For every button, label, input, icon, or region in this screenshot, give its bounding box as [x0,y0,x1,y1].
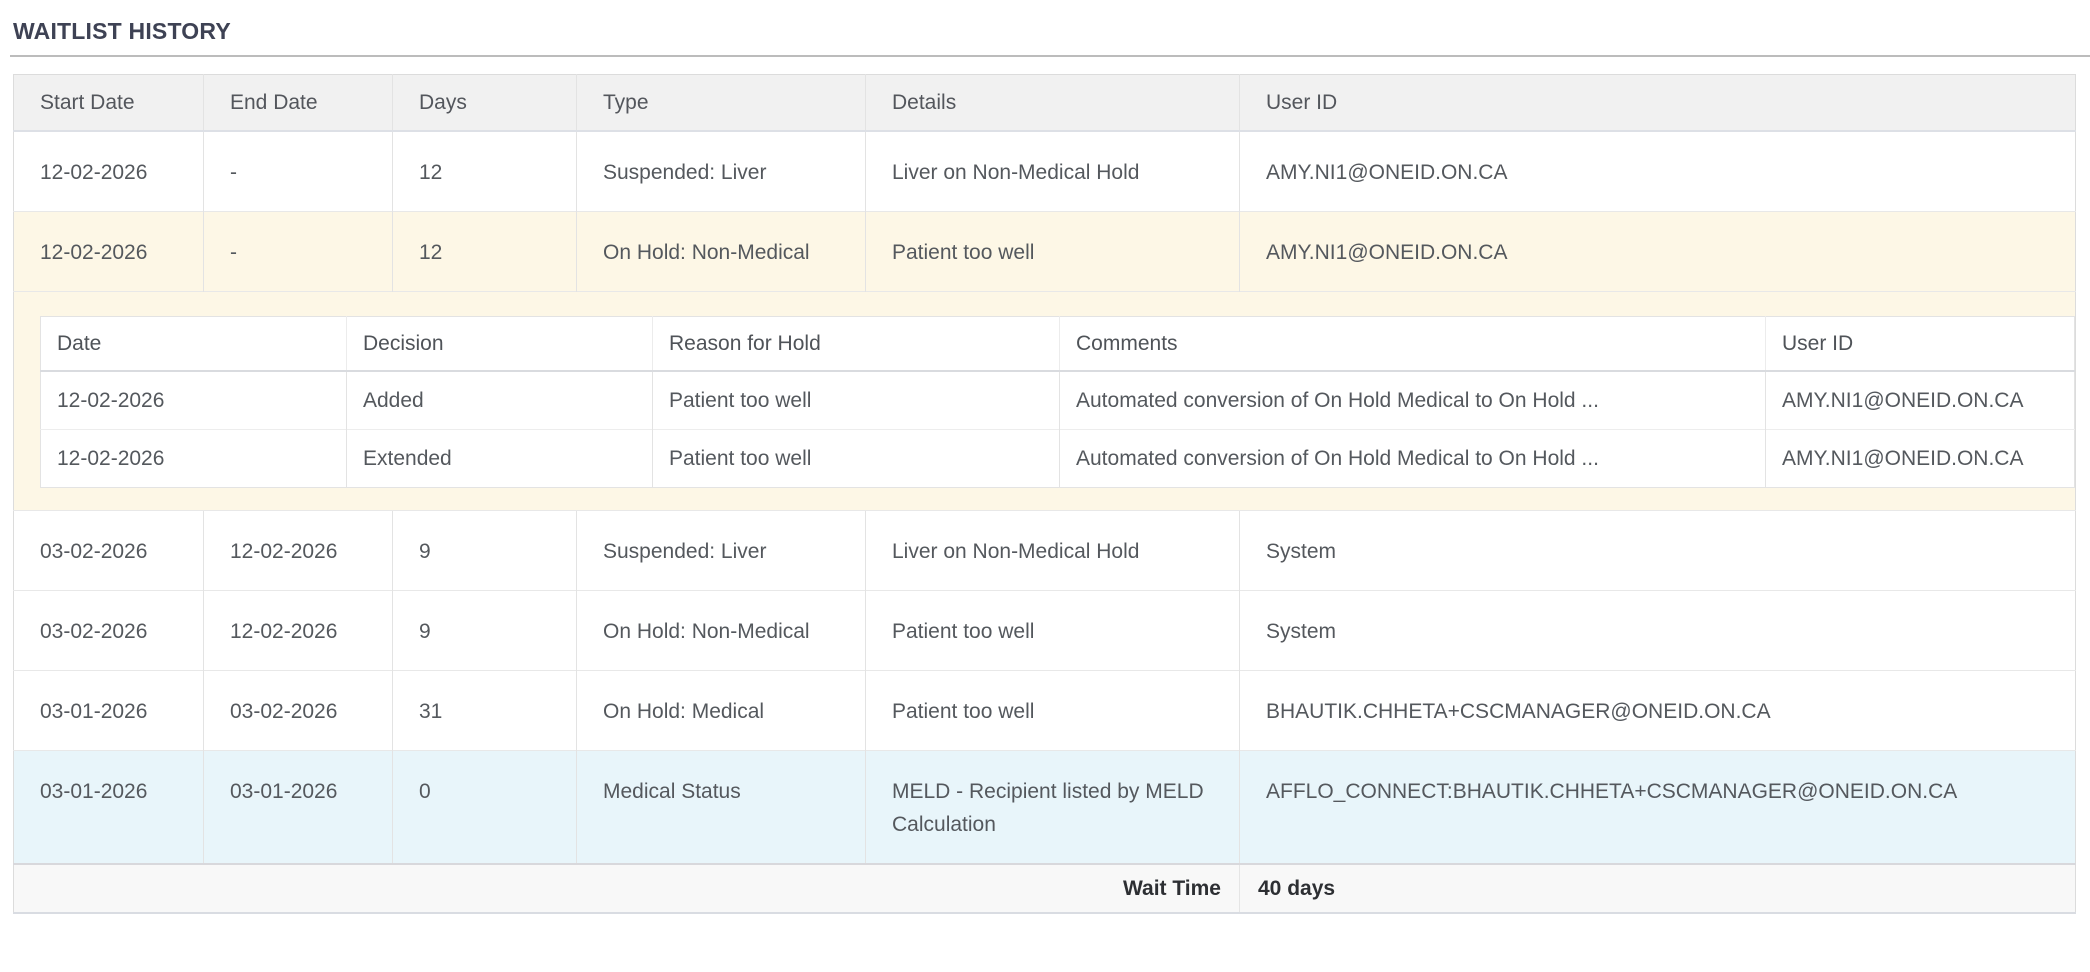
column-header-details: Details [865,74,1240,132]
cell-user-id: AMY.NI1@ONEID.ON.CA [1239,211,2076,292]
column-header-end-date: End Date [203,74,393,132]
column-header-comments: Comments [1059,316,1766,372]
cell-details: Patient too well [865,211,1240,292]
cell-type: Suspended: Liver [576,131,866,212]
cell-days: 31 [392,670,577,751]
expanded-decision-panel-cell: Date Decision Reason for Hold Comments U… [13,291,2076,511]
cell-user-id: BHAUTIK.CHHETA+CSCMANAGER@ONEID.ON.CA [1239,670,2076,751]
cell-type: On Hold: Medical [576,670,866,751]
cell-user-id: System [1239,510,2076,591]
cell-date: 12-02-2026 [40,370,347,430]
decision-row-added: 12-02-2026 Added Patient too well Automa… [40,370,2075,430]
table-row-suspended-liver-2[interactable]: 03-02-2026 12-02-2026 9 Suspended: Liver… [13,510,2076,591]
cell-days: 9 [392,590,577,671]
column-header-days: Days [392,74,577,132]
cell-user-id: System [1239,590,2076,671]
cell-end-date: 03-01-2026 [203,750,393,864]
waitlist-table-header: Start Date End Date Days Type Details Us… [13,74,2076,132]
cell-decision: Added [346,370,653,430]
cell-end-date: 03-02-2026 [203,670,393,751]
column-header-user-id: User ID [1765,316,2075,372]
cell-user-id: AFFLO_CONNECT:BHAUTIK.CHHETA+CSCMANAGER@… [1239,750,2076,864]
column-header-type: Type [576,74,866,132]
column-header-decision: Decision [346,316,653,372]
cell-days: 12 [392,211,577,292]
table-row-on-hold-medical[interactable]: 03-01-2026 03-02-2026 31 On Hold: Medica… [13,670,2076,751]
cell-start-date: 12-02-2026 [40,161,148,184]
table-row-suspended-liver-1[interactable]: 12-02-2026 - 12 Suspended: Liver Liver o… [14,131,2076,212]
cell-user-id: AMY.NI1@ONEID.ON.CA [1239,131,2076,212]
cell-end-date: 12-02-2026 [203,510,393,591]
cell-days: 12 [392,131,577,212]
cell-details: Patient too well [865,590,1240,671]
cell-decision: Extended [346,429,653,488]
cell-start-date: 03-02-2026 [13,590,204,671]
decisions-table-header: Date Decision Reason for Hold Comments U… [40,316,2075,372]
cell-end-date: 12-02-2026 [203,590,393,671]
wait-time-row: Wait Time 40 days [13,863,2076,914]
waitlist-history-section: WAITLIST HISTORY Start Date End Date Day… [10,18,2090,914]
cell-type: On Hold: Non-Medical [576,211,866,292]
cell-start-date: 03-01-2026 [13,670,204,751]
cell-reason-for-hold: Patient too well [652,370,1060,430]
cell-days: 9 [392,510,577,591]
table-row-medical-status[interactable]: 03-01-2026 03-01-2026 0 Medical Status M… [13,750,2076,864]
page-title: WAITLIST HISTORY [13,18,231,44]
cell-user-id: AMY.NI1@ONEID.ON.CA [1765,429,2075,488]
table-row-on-hold-non-medical-2[interactable]: 03-02-2026 12-02-2026 9 On Hold: Non-Med… [13,590,2076,671]
waitlist-history-table: Start Date End Date Days Type Details Us… [13,74,2076,914]
cell-type: Medical Status [576,750,866,864]
cell-date: 12-02-2026 [40,429,347,488]
column-header-user-id: User ID [1239,74,2076,132]
cell-user-id: AMY.NI1@ONEID.ON.CA [1765,370,2075,430]
cell-start-date: 03-01-2026 [13,750,204,864]
cell-comments: Automated conversion of On Hold Medical … [1059,370,1766,430]
table-row-on-hold-non-medical-expanded[interactable]: 12-02-2026 - 12 On Hold: Non-Medical Pat… [13,211,2076,292]
hold-decisions-table: Date Decision Reason for Hold Comments U… [40,316,2075,488]
decision-row-extended: 12-02-2026 Extended Patient too well Aut… [40,429,2075,488]
wait-time-value: 40 days [1239,863,2076,914]
cell-details: Liver on Non-Medical Hold [865,510,1240,591]
cell-end-date: - [203,211,393,292]
cell-details: Liver on Non-Medical Hold [865,131,1240,212]
waitlist-table-footer: Wait Time 40 days [13,863,2076,914]
expanded-decision-panel: Date Decision Reason for Hold Comments U… [13,291,2076,511]
cell-start-date: 12-02-2026 [13,211,204,292]
cell-days: 0 [392,750,577,864]
cell-type: Suspended: Liver [576,510,866,591]
column-header-start-date: Start Date [13,74,204,132]
cell-reason-for-hold: Patient too well [652,429,1060,488]
cell-details: Patient too well [865,670,1240,751]
cell-start-date: 03-02-2026 [13,510,204,591]
cell-type: On Hold: Non-Medical [576,590,866,671]
column-header-date: Date [40,316,347,372]
column-header-reason-for-hold: Reason for Hold [652,316,1060,372]
cell-end-date: - [203,131,393,212]
wait-time-label: Wait Time [13,863,1240,914]
cell-comments: Automated conversion of On Hold Medical … [1059,429,1766,488]
cell-details: MELD - Recipient listed by MELD Calculat… [865,750,1240,864]
title-divider [10,55,2090,57]
